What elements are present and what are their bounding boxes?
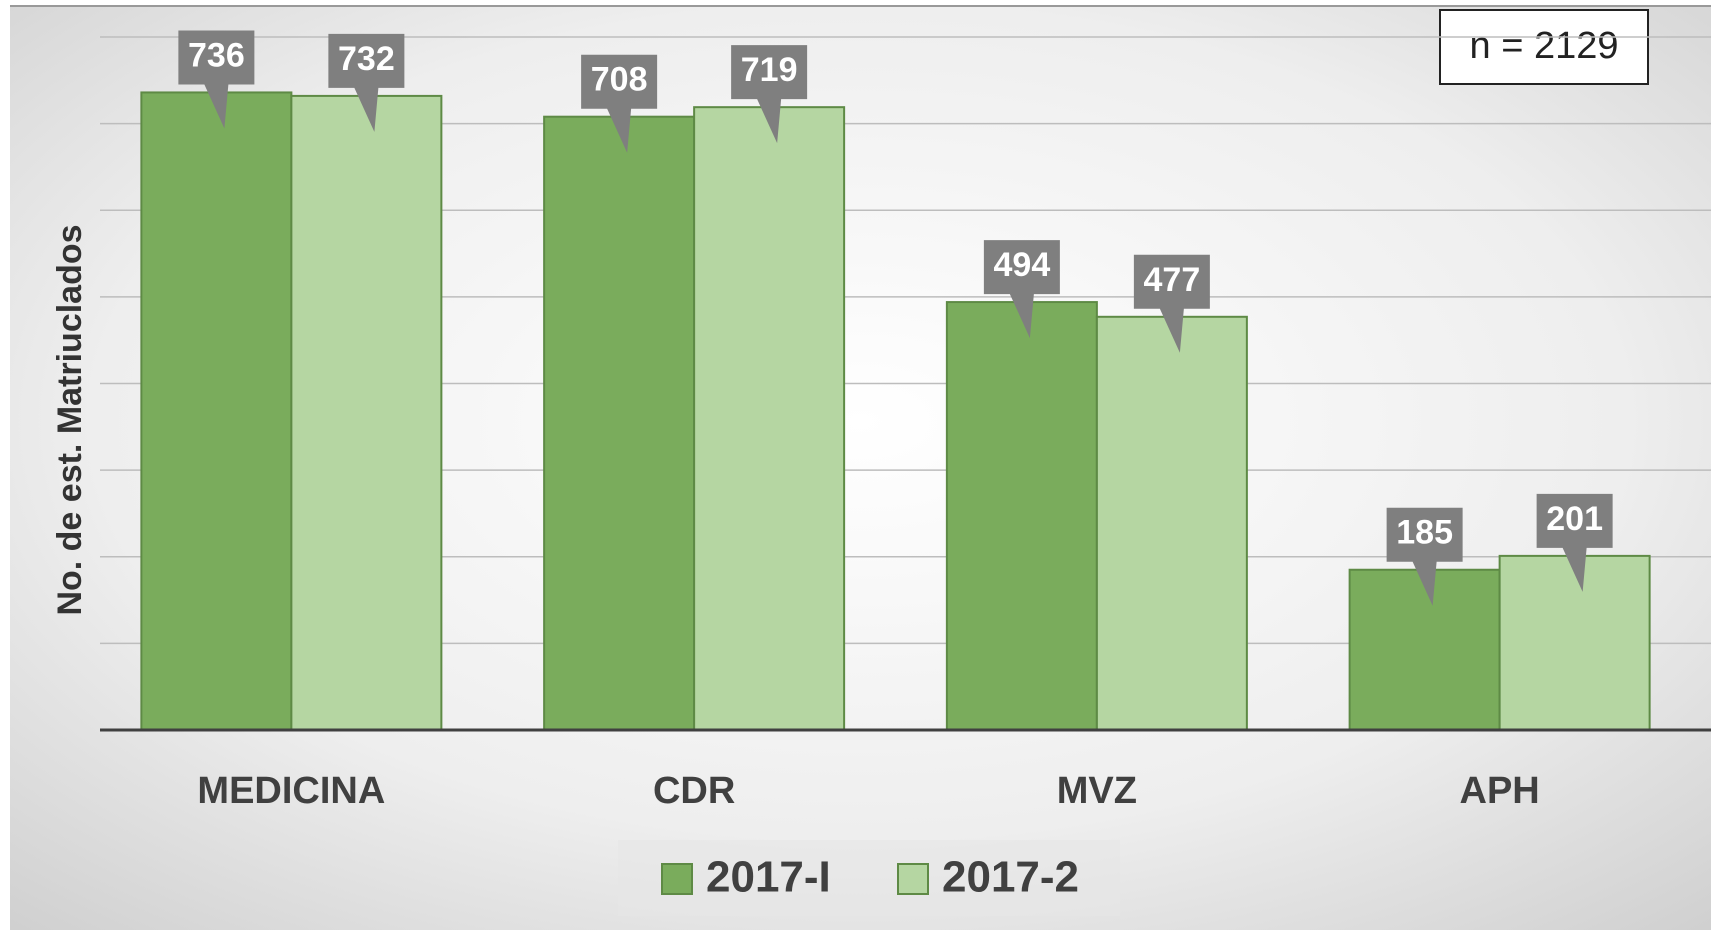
legend-swatch: [897, 863, 929, 895]
x-tick-label: MVZ: [1057, 770, 1137, 812]
data-label: 732: [338, 40, 395, 78]
x-tick-label: APH: [1460, 770, 1540, 812]
callout: [1536, 493, 1613, 592]
callout: [731, 45, 808, 144]
callout: [1386, 507, 1463, 606]
data-label: 185: [1396, 514, 1453, 552]
bar: [693, 106, 846, 731]
callout: [581, 54, 658, 153]
data-label: 736: [188, 36, 245, 74]
callout: [328, 33, 405, 132]
bar: [290, 94, 443, 731]
legend-swatch: [661, 863, 693, 895]
callout: [1133, 254, 1210, 353]
legend-label: 2017-I: [706, 853, 831, 902]
bar: [1498, 554, 1651, 731]
data-label: 477: [1144, 261, 1201, 299]
data-label: 201: [1546, 500, 1603, 538]
x-tick-label: MEDICINA: [197, 770, 385, 812]
legend-bg: [618, 840, 1120, 916]
y-axis-label: No. de est. Matriuclados: [51, 224, 89, 615]
data-label: 719: [741, 51, 798, 89]
x-tick-label: CDR: [653, 770, 735, 812]
bar: [543, 115, 696, 731]
bar: [1348, 568, 1501, 732]
bar: [140, 91, 293, 731]
callout: [983, 240, 1060, 339]
bar: [945, 301, 1098, 731]
annotation: n = 2129: [1470, 25, 1619, 67]
annotation-box: [1439, 9, 1649, 85]
data-label: 708: [591, 61, 648, 99]
legend-label: 2017-2: [942, 853, 1079, 902]
data-label: 494: [994, 246, 1051, 284]
bar: [1095, 315, 1248, 731]
callout: [178, 30, 255, 129]
